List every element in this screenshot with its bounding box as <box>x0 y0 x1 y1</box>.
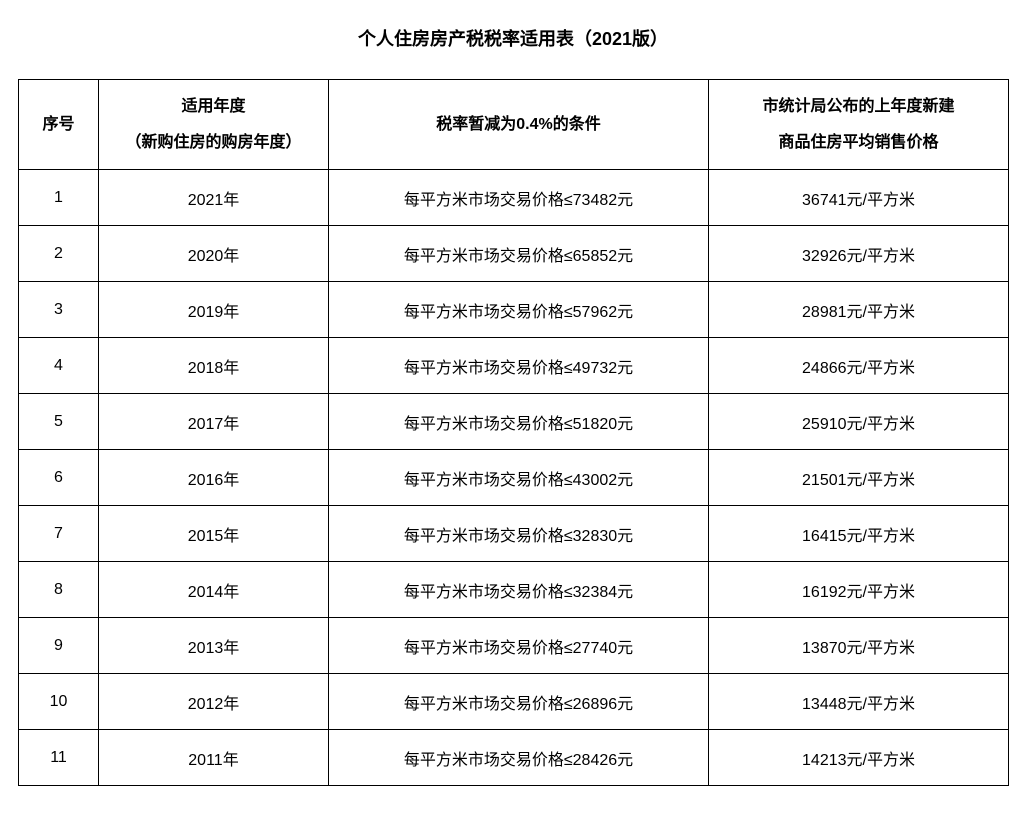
table-row: 9 2013年 每平方米市场交易价格≤27740元 13870元/平方米 <box>19 618 1009 674</box>
cell-price: 24866元/平方米 <box>709 338 1009 394</box>
table-row: 8 2014年 每平方米市场交易价格≤32384元 16192元/平方米 <box>19 562 1009 618</box>
cell-condition: 每平方米市场交易价格≤32384元 <box>329 562 709 618</box>
table-row: 11 2011年 每平方米市场交易价格≤28426元 14213元/平方米 <box>19 730 1009 786</box>
header-price-line2: 商品住房平均销售价格 <box>778 125 938 160</box>
cell-seq: 10 <box>19 674 99 730</box>
page-title: 个人住房房产税税率适用表（2021版） <box>18 25 1008 51</box>
cell-price: 32926元/平方米 <box>709 226 1009 282</box>
tax-rate-table: 序号 适用年度 （新购住房的购房年度） 税率暂减为0.4%的条件 市统计局公布的… <box>18 79 1009 786</box>
table-body: 1 2021年 每平方米市场交易价格≤73482元 36741元/平方米 2 2… <box>19 170 1009 786</box>
cell-seq: 11 <box>19 730 99 786</box>
table-row: 1 2021年 每平方米市场交易价格≤73482元 36741元/平方米 <box>19 170 1009 226</box>
cell-year: 2020年 <box>99 226 329 282</box>
header-seq: 序号 <box>19 80 99 170</box>
header-year: 适用年度 （新购住房的购房年度） <box>99 80 329 170</box>
cell-condition: 每平方米市场交易价格≤51820元 <box>329 394 709 450</box>
cell-condition: 每平方米市场交易价格≤27740元 <box>329 618 709 674</box>
cell-year: 2012年 <box>99 674 329 730</box>
table-row: 4 2018年 每平方米市场交易价格≤49732元 24866元/平方米 <box>19 338 1009 394</box>
cell-price: 13448元/平方米 <box>709 674 1009 730</box>
cell-year: 2016年 <box>99 450 329 506</box>
cell-year: 2019年 <box>99 282 329 338</box>
cell-year: 2017年 <box>99 394 329 450</box>
cell-condition: 每平方米市场交易价格≤65852元 <box>329 226 709 282</box>
header-price-line1: 市统计局公布的上年度新建 <box>762 89 954 124</box>
cell-condition: 每平方米市场交易价格≤28426元 <box>329 730 709 786</box>
cell-seq: 4 <box>19 338 99 394</box>
cell-year: 2018年 <box>99 338 329 394</box>
cell-year: 2011年 <box>99 730 329 786</box>
cell-seq: 2 <box>19 226 99 282</box>
table-row: 2 2020年 每平方米市场交易价格≤65852元 32926元/平方米 <box>19 226 1009 282</box>
cell-year: 2021年 <box>99 170 329 226</box>
header-year-line2: （新购住房的购房年度） <box>125 125 301 160</box>
cell-seq: 7 <box>19 506 99 562</box>
cell-seq: 9 <box>19 618 99 674</box>
header-year-line1: 适用年度 <box>181 89 245 124</box>
cell-seq: 8 <box>19 562 99 618</box>
header-condition: 税率暂减为0.4%的条件 <box>329 80 709 170</box>
cell-price: 16192元/平方米 <box>709 562 1009 618</box>
cell-seq: 3 <box>19 282 99 338</box>
cell-year: 2015年 <box>99 506 329 562</box>
table-row: 3 2019年 每平方米市场交易价格≤57962元 28981元/平方米 <box>19 282 1009 338</box>
cell-price: 28981元/平方米 <box>709 282 1009 338</box>
cell-condition: 每平方米市场交易价格≤26896元 <box>329 674 709 730</box>
table-row: 6 2016年 每平方米市场交易价格≤43002元 21501元/平方米 <box>19 450 1009 506</box>
cell-seq: 6 <box>19 450 99 506</box>
table-row: 5 2017年 每平方米市场交易价格≤51820元 25910元/平方米 <box>19 394 1009 450</box>
cell-condition: 每平方米市场交易价格≤32830元 <box>329 506 709 562</box>
cell-year: 2013年 <box>99 618 329 674</box>
table-header-row: 序号 适用年度 （新购住房的购房年度） 税率暂减为0.4%的条件 市统计局公布的… <box>19 80 1009 170</box>
cell-seq: 5 <box>19 394 99 450</box>
cell-year: 2014年 <box>99 562 329 618</box>
cell-condition: 每平方米市场交易价格≤49732元 <box>329 338 709 394</box>
cell-condition: 每平方米市场交易价格≤43002元 <box>329 450 709 506</box>
table-row: 7 2015年 每平方米市场交易价格≤32830元 16415元/平方米 <box>19 506 1009 562</box>
cell-seq: 1 <box>19 170 99 226</box>
cell-condition: 每平方米市场交易价格≤57962元 <box>329 282 709 338</box>
cell-condition: 每平方米市场交易价格≤73482元 <box>329 170 709 226</box>
cell-price: 36741元/平方米 <box>709 170 1009 226</box>
cell-price: 21501元/平方米 <box>709 450 1009 506</box>
cell-price: 16415元/平方米 <box>709 506 1009 562</box>
header-price: 市统计局公布的上年度新建 商品住房平均销售价格 <box>709 80 1009 170</box>
cell-price: 14213元/平方米 <box>709 730 1009 786</box>
table-row: 10 2012年 每平方米市场交易价格≤26896元 13448元/平方米 <box>19 674 1009 730</box>
cell-price: 25910元/平方米 <box>709 394 1009 450</box>
cell-price: 13870元/平方米 <box>709 618 1009 674</box>
